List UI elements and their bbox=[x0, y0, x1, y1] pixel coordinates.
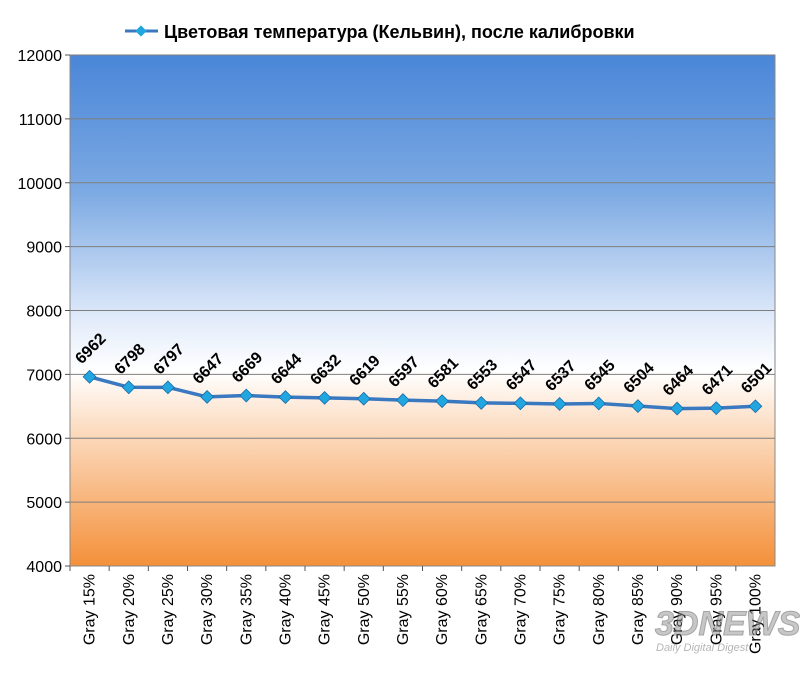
x-tick-label: Gray 70% bbox=[512, 574, 529, 645]
data-point bbox=[356, 391, 371, 406]
legend-series-label: Цветовая температура (Кельвин), после ка… bbox=[164, 22, 635, 42]
x-tick-label: Gray 85% bbox=[630, 574, 647, 645]
x-tick-label: Gray 100% bbox=[747, 574, 764, 654]
data-point bbox=[748, 399, 763, 414]
legend-marker-swatch bbox=[135, 25, 147, 37]
grid-lines bbox=[70, 54, 775, 503]
y-tick-label: 7000 bbox=[26, 367, 62, 384]
data-point bbox=[709, 401, 724, 416]
x-tick-label: Gray 65% bbox=[473, 574, 490, 645]
x-axis-ticks: Gray 15% Gray 20% Gray 25% Gray 30% Gray 35%… bbox=[69, 566, 764, 654]
watermark-logo: 3DNEWS Daily Digital Digest bbox=[655, 605, 800, 655]
y-tick-label: 8000 bbox=[26, 304, 62, 321]
data-point bbox=[278, 390, 293, 405]
x-tick-label: Gray 75% bbox=[552, 574, 569, 645]
y-tick-label: 4000 bbox=[26, 559, 62, 576]
x-tick-label: Gray 50% bbox=[356, 574, 373, 645]
data-point bbox=[670, 401, 685, 416]
watermark-tagline: Daily Digital Digest bbox=[656, 642, 749, 654]
y-tick-label: 9000 bbox=[26, 240, 62, 257]
data-point bbox=[317, 390, 332, 405]
data-point bbox=[121, 380, 136, 395]
x-tick-label: Gray 80% bbox=[591, 574, 608, 645]
x-tick-label: Gray 30% bbox=[199, 574, 216, 645]
data-point bbox=[513, 396, 528, 411]
x-tick-label: Gray 25% bbox=[160, 574, 177, 645]
y-tick-label: 5000 bbox=[26, 495, 62, 512]
y-tick-label: 11000 bbox=[19, 112, 62, 129]
data-point bbox=[435, 394, 450, 409]
y-tick-label: 6000 bbox=[26, 431, 62, 448]
x-tick-label: Gray 20% bbox=[121, 574, 138, 645]
watermark-logo-text: 3DNEWS bbox=[655, 605, 800, 643]
series-line bbox=[89, 375, 756, 411]
data-point bbox=[591, 396, 606, 411]
data-point bbox=[200, 389, 215, 404]
x-tick-label: Gray 60% bbox=[434, 574, 451, 645]
data-point bbox=[160, 380, 175, 395]
legend: Цветовая температура (Кельвин), после ка… bbox=[125, 22, 635, 42]
y-axis-ticks: 4000 5000 6000 7000 8000 9000 10000 11000 12000 bbox=[18, 48, 70, 576]
x-tick-label: Gray 90% bbox=[669, 574, 686, 645]
data-point bbox=[82, 369, 97, 384]
y-tick-label: 10000 bbox=[18, 176, 63, 193]
x-tick-label: Gray 55% bbox=[395, 574, 412, 645]
data-point bbox=[552, 397, 567, 411]
x-tick-label: Gray 40% bbox=[277, 574, 294, 645]
x-tick-label: Gray 35% bbox=[238, 574, 255, 645]
x-tick-label: Gray 15% bbox=[82, 574, 99, 645]
y-tick-label: 12000 bbox=[18, 48, 63, 65]
data-point bbox=[239, 388, 254, 403]
data-point bbox=[474, 395, 489, 410]
x-tick-label: Gray 95% bbox=[708, 574, 725, 645]
series-line-group bbox=[82, 369, 763, 416]
data-point bbox=[395, 393, 410, 408]
data-point bbox=[630, 399, 645, 413]
x-tick-label: Gray 45% bbox=[317, 574, 334, 645]
